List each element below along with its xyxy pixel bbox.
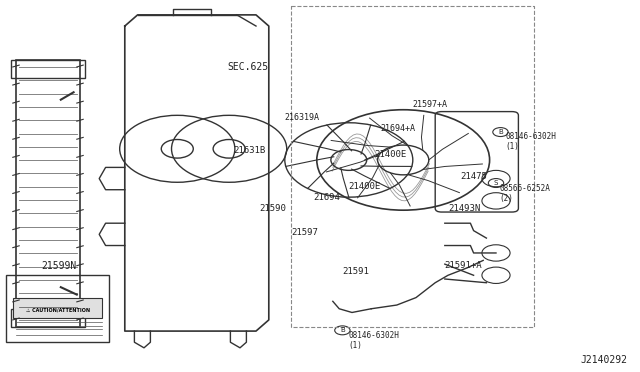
- Text: J2140292: J2140292: [580, 355, 627, 365]
- Text: 21591: 21591: [342, 267, 369, 276]
- Text: ⚠ CAUTION/ATTENTION: ⚠ CAUTION/ATTENTION: [26, 307, 90, 312]
- Text: 21493N: 21493N: [448, 204, 480, 213]
- Text: 08146-6302H
(1): 08146-6302H (1): [506, 132, 556, 151]
- Text: 21591+A: 21591+A: [445, 262, 483, 270]
- Text: 21400E: 21400E: [349, 182, 381, 190]
- Text: 08566-6252A
(2): 08566-6252A (2): [499, 184, 550, 203]
- Text: 216319A: 216319A: [285, 113, 320, 122]
- Text: B: B: [498, 129, 503, 135]
- Text: 08146-6302H
(1): 08146-6302H (1): [349, 331, 399, 350]
- FancyBboxPatch shape: [13, 298, 102, 318]
- Text: 21631B: 21631B: [234, 146, 266, 155]
- Text: SEC.625: SEC.625: [227, 62, 268, 72]
- Text: 21475: 21475: [461, 172, 488, 181]
- Text: B: B: [340, 327, 345, 333]
- Text: 21599N: 21599N: [42, 261, 77, 271]
- Text: 21694+A: 21694+A: [381, 124, 416, 133]
- Text: 21597+A: 21597+A: [413, 100, 448, 109]
- Text: 21694: 21694: [314, 193, 340, 202]
- Text: 21597: 21597: [291, 228, 318, 237]
- Text: 21400E: 21400E: [374, 150, 406, 159]
- Text: S: S: [494, 180, 498, 186]
- Text: 21590: 21590: [259, 204, 286, 213]
